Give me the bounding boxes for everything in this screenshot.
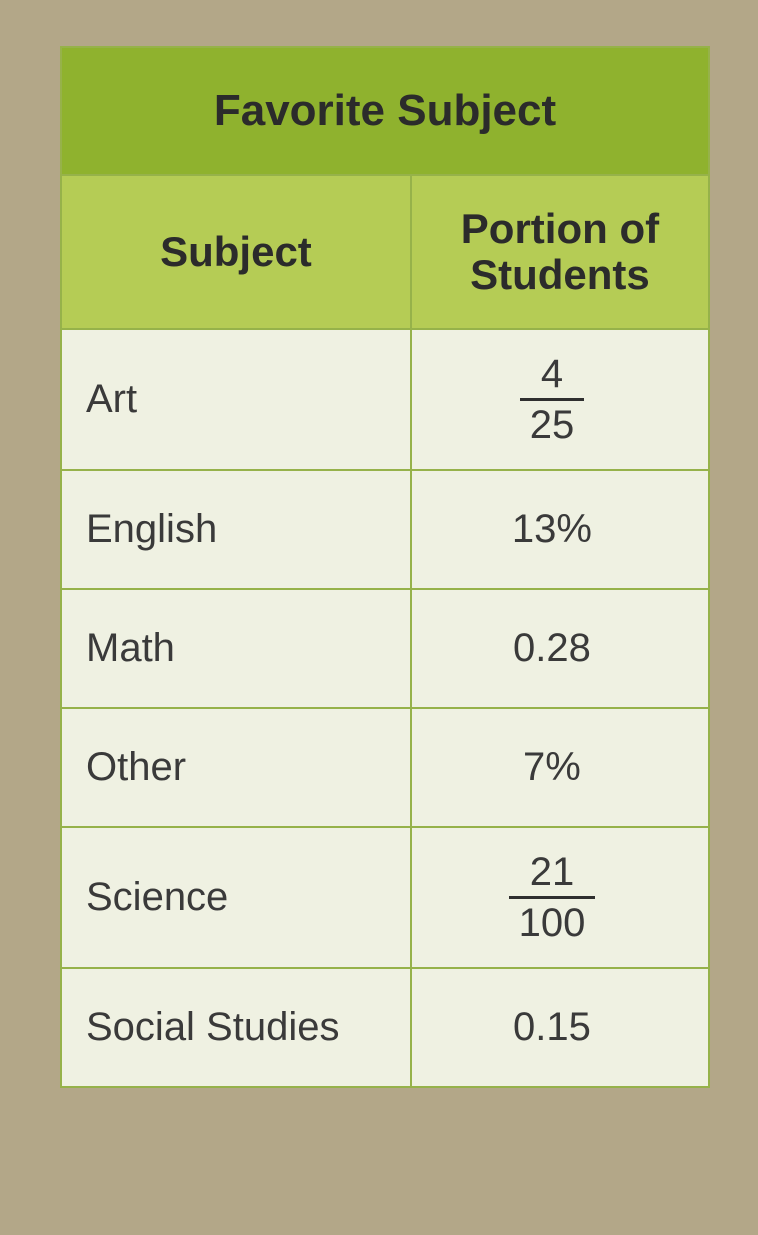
value-cell: 0.28 bbox=[411, 589, 709, 708]
fraction-denominator: 25 bbox=[520, 401, 585, 445]
table-row: Art 4 25 bbox=[61, 329, 709, 470]
subject-cell: Social Studies bbox=[61, 968, 411, 1087]
favorite-subject-table: Favorite Subject Subject Portion of Stud… bbox=[60, 46, 710, 1088]
table-row: English 13% bbox=[61, 470, 709, 589]
fraction-numerator: 21 bbox=[509, 852, 596, 899]
value-cell: 13% bbox=[411, 470, 709, 589]
fraction-numerator: 4 bbox=[520, 354, 585, 401]
subject-cell: Science bbox=[61, 827, 411, 968]
fraction: 4 25 bbox=[520, 354, 585, 445]
value-cell: 7% bbox=[411, 708, 709, 827]
value-cell: 0.15 bbox=[411, 968, 709, 1087]
table-title: Favorite Subject bbox=[61, 47, 709, 175]
value-cell: 4 25 bbox=[411, 329, 709, 470]
subject-cell: English bbox=[61, 470, 411, 589]
fraction: 21 100 bbox=[509, 852, 596, 943]
table-row: Science 21 100 bbox=[61, 827, 709, 968]
column-header-subject: Subject bbox=[61, 175, 411, 329]
table-row: Math 0.28 bbox=[61, 589, 709, 708]
header-row: Subject Portion of Students bbox=[61, 175, 709, 329]
value-cell: 21 100 bbox=[411, 827, 709, 968]
subject-cell: Math bbox=[61, 589, 411, 708]
column-header-portion: Portion of Students bbox=[411, 175, 709, 329]
subject-cell: Art bbox=[61, 329, 411, 470]
subject-cell: Other bbox=[61, 708, 411, 827]
table-row: Social Studies 0.15 bbox=[61, 968, 709, 1087]
title-row: Favorite Subject bbox=[61, 47, 709, 175]
table-row: Other 7% bbox=[61, 708, 709, 827]
table-container: Favorite Subject Subject Portion of Stud… bbox=[0, 0, 758, 1148]
fraction-denominator: 100 bbox=[509, 899, 596, 943]
